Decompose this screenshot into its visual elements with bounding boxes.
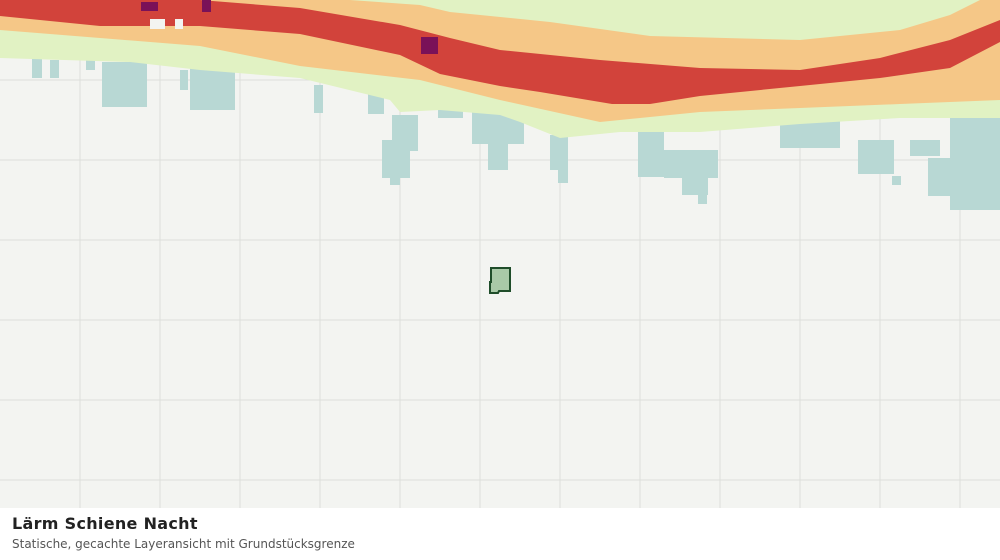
map: [0, 0, 1000, 508]
noise-band-high: [0, 0, 1000, 104]
parcel-boundary: [489, 267, 511, 294]
subtitle: Statische, gecachte Layeransicht mit Gru…: [12, 537, 355, 551]
footer: Lärm Schiene Nacht Statische, gecachte L…: [0, 508, 1000, 560]
gaps: [150, 19, 183, 29]
title: Lärm Schiene Nacht: [12, 514, 198, 533]
noise-band-max: [141, 0, 438, 54]
